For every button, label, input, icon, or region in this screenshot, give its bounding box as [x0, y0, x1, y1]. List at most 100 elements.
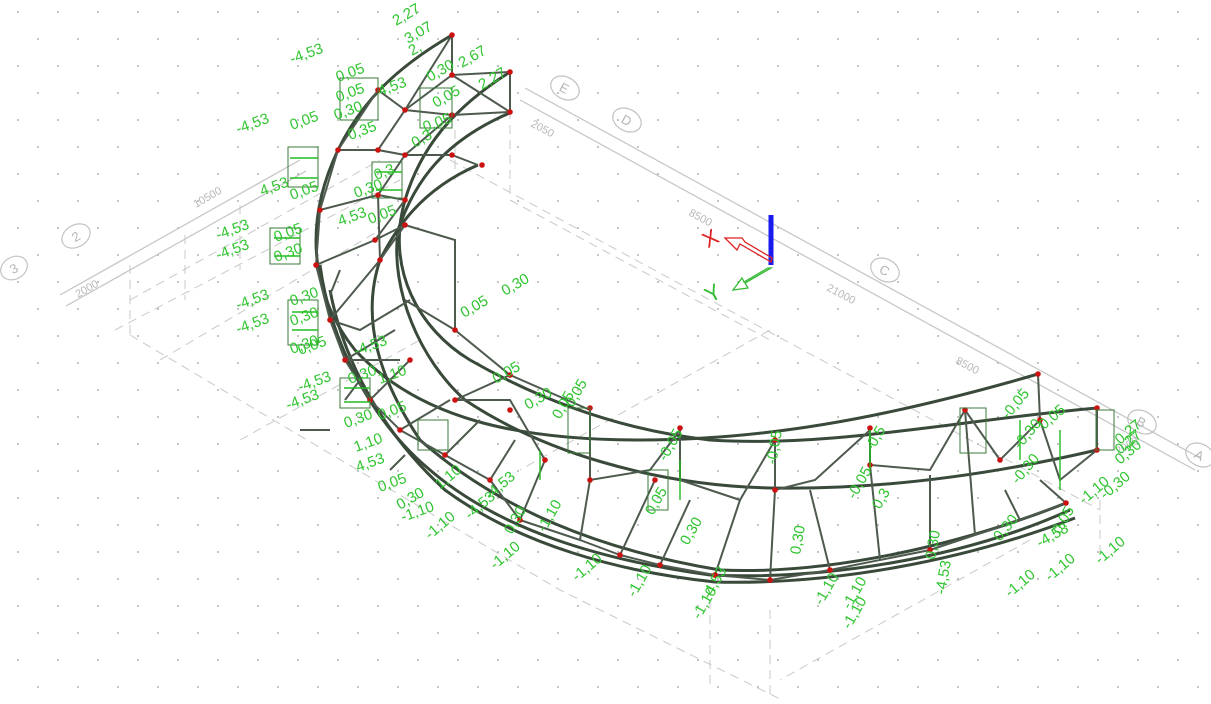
truss-node[interactable]	[377, 257, 383, 263]
truss-node[interactable]	[507, 372, 513, 378]
grid-dot	[577, 551, 579, 553]
truss-node[interactable]	[449, 32, 455, 38]
grid-dot	[497, 443, 499, 445]
truss-node[interactable]	[452, 397, 458, 403]
truss-node[interactable]	[442, 452, 448, 458]
grid-dot	[697, 119, 699, 121]
grid-dashed-line	[129, 159, 381, 301]
grid-dot	[937, 65, 939, 67]
truss-node[interactable]	[772, 487, 778, 493]
truss-node[interactable]	[375, 192, 381, 198]
truss-node[interactable]	[407, 357, 413, 363]
grid-dot	[757, 416, 759, 418]
truss-node[interactable]	[402, 107, 408, 113]
truss-node[interactable]	[449, 152, 455, 158]
curved-truss-structure[interactable]	[300, 32, 1100, 584]
truss-node[interactable]	[507, 407, 513, 413]
truss-node[interactable]	[1037, 417, 1043, 423]
truss-node[interactable]	[507, 109, 513, 115]
load-diagram-box	[567, 407, 591, 454]
truss-node[interactable]	[542, 457, 548, 463]
truss-node[interactable]	[402, 197, 408, 203]
truss-node[interactable]	[449, 72, 455, 78]
grid-dot	[297, 605, 299, 607]
truss-node[interactable]	[402, 222, 408, 228]
truss-node[interactable]	[657, 562, 663, 568]
truss-node[interactable]	[452, 327, 458, 333]
grid-dot	[497, 389, 499, 391]
truss-node[interactable]	[827, 567, 833, 573]
grid-dot	[957, 200, 959, 202]
truss-node[interactable]	[587, 477, 593, 483]
grid-dot	[1037, 146, 1039, 148]
grid-dot	[257, 65, 259, 67]
truss-node[interactable]	[507, 69, 513, 75]
grid-dot	[97, 659, 99, 661]
grid-dot	[877, 470, 879, 472]
grid-dot	[37, 308, 39, 310]
grid-dot	[957, 578, 959, 580]
grid-dot	[1037, 632, 1039, 634]
grid-dot	[477, 416, 479, 418]
grid-dot	[877, 308, 879, 310]
truss-node[interactable]	[772, 437, 778, 443]
truss-node[interactable]	[997, 457, 1003, 463]
truss-node[interactable]	[335, 147, 341, 153]
grid-dot	[177, 119, 179, 121]
grid-dot	[77, 362, 79, 364]
truss-node[interactable]	[402, 152, 408, 158]
truss-node[interactable]	[652, 477, 658, 483]
grid-dot	[157, 470, 159, 472]
grid-dot	[477, 146, 479, 148]
grid-dot	[117, 146, 119, 148]
truss-node[interactable]	[313, 262, 319, 268]
grid-dot	[677, 470, 679, 472]
grid-dashed-line	[159, 229, 381, 361]
truss-node[interactable]	[479, 162, 485, 168]
grid-dot	[97, 551, 99, 553]
truss-node[interactable]	[372, 237, 378, 243]
dimension-text: 8500	[954, 355, 981, 377]
grid-dot	[1117, 38, 1119, 40]
truss-node[interactable]	[1035, 371, 1041, 377]
grid-dot	[377, 443, 379, 445]
truss-node[interactable]	[375, 147, 381, 153]
truss-node[interactable]	[397, 427, 403, 433]
grid-dot	[817, 389, 819, 391]
truss-node[interactable]	[517, 517, 523, 523]
grid-dot	[397, 632, 399, 634]
grid-dot	[237, 92, 239, 94]
grid-dot	[517, 416, 519, 418]
truss-node[interactable]	[712, 572, 718, 578]
grid-dot	[897, 173, 899, 175]
truss-node[interactable]	[1094, 405, 1100, 411]
grid-dot	[677, 38, 679, 40]
grid-dot	[537, 389, 539, 391]
grid-dashed-line	[519, 329, 771, 471]
truss-node[interactable]	[487, 477, 493, 483]
load-value-label: 0,05	[430, 82, 464, 111]
grid-dot	[637, 254, 639, 256]
grid-dot	[1097, 173, 1099, 175]
truss-node[interactable]	[342, 357, 348, 363]
grid-bubble-label: 2	[69, 228, 83, 245]
truss-node[interactable]	[317, 207, 323, 213]
truss-node[interactable]	[677, 425, 683, 431]
grid-dot	[637, 200, 639, 202]
truss-node[interactable]	[962, 407, 968, 413]
grid-dot	[437, 200, 439, 202]
truss-node[interactable]	[867, 425, 873, 431]
truss-node[interactable]	[617, 552, 623, 558]
grid-dot	[717, 524, 719, 526]
truss-node[interactable]	[327, 317, 333, 323]
truss-node[interactable]	[1063, 500, 1069, 506]
grid-dot	[417, 11, 419, 13]
grid-dot	[97, 605, 99, 607]
grid-dot	[857, 443, 859, 445]
truss-node[interactable]	[927, 547, 933, 553]
grid-dot	[97, 119, 99, 121]
truss-node[interactable]	[767, 577, 773, 583]
grid-dot	[577, 605, 579, 607]
